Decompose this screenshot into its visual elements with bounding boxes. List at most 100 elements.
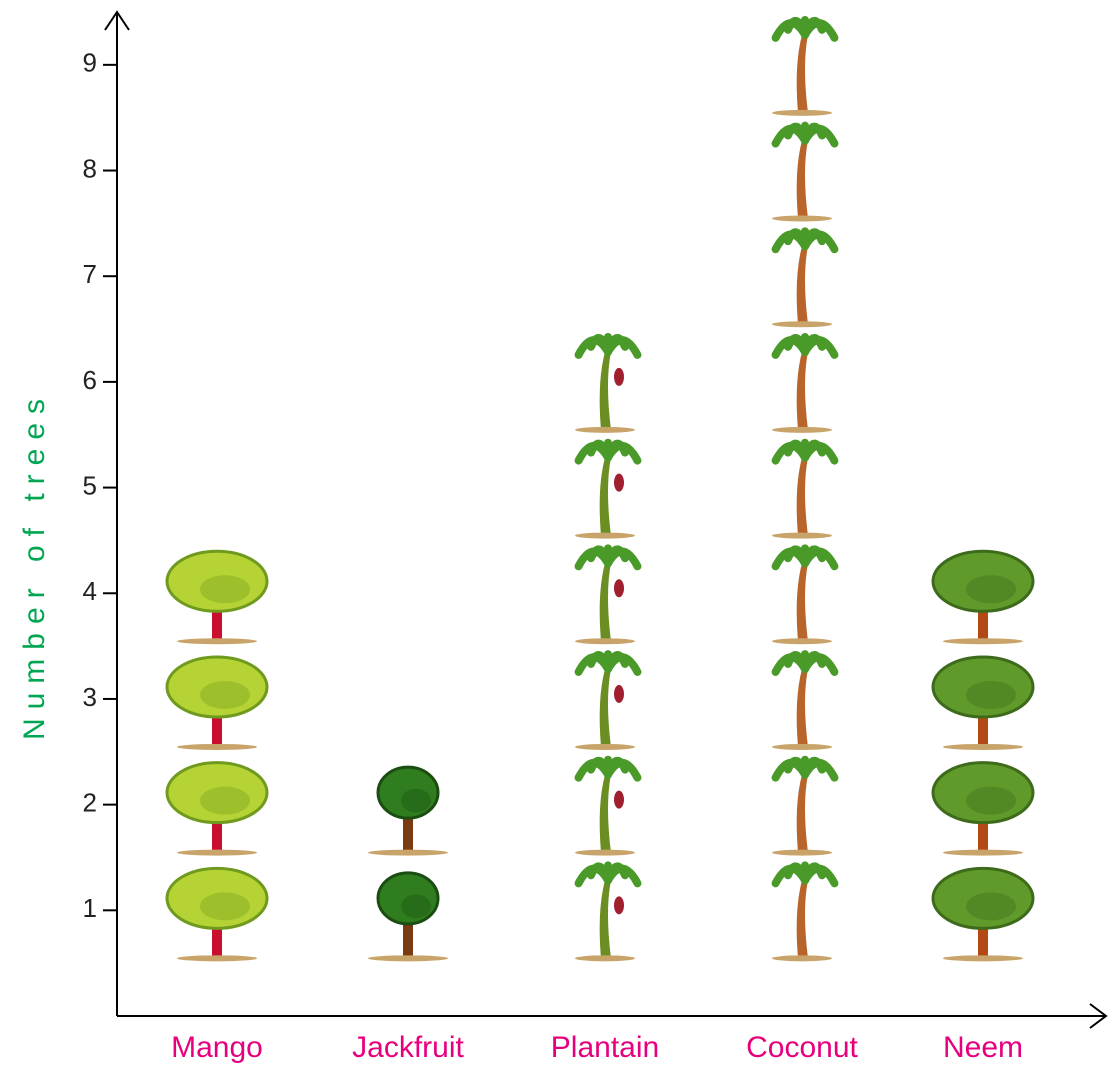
ground xyxy=(177,849,257,856)
canopy-shade xyxy=(200,575,250,604)
ground xyxy=(772,743,832,750)
y-tick-label: 6 xyxy=(83,365,97,395)
ground xyxy=(772,321,832,328)
y-tick-label: 9 xyxy=(83,48,97,78)
canopy xyxy=(376,765,440,820)
tree-icon xyxy=(931,549,1035,645)
x-arrow xyxy=(1089,1003,1108,1029)
canopy-shade xyxy=(401,894,431,919)
ground xyxy=(943,849,1023,856)
tree-icon xyxy=(771,438,839,539)
trunk xyxy=(212,693,222,747)
y-tick-label: 5 xyxy=(83,470,97,500)
tree-icon xyxy=(771,650,839,750)
y-tick-label: 3 xyxy=(83,682,97,712)
fruit xyxy=(614,579,624,598)
tree-icon xyxy=(771,227,839,328)
canopy-shade xyxy=(200,786,250,815)
x-tick-label: Jackfruit tree xyxy=(352,1031,464,1068)
frond xyxy=(801,230,839,254)
trunk xyxy=(212,588,222,642)
frond xyxy=(604,758,642,782)
tree-icon xyxy=(574,333,642,433)
frond xyxy=(604,864,642,888)
tree-icon xyxy=(165,866,269,962)
trunk xyxy=(599,351,611,430)
x-tick-label: Coconut tree xyxy=(746,1031,858,1068)
ground xyxy=(575,426,635,433)
trunk xyxy=(796,34,808,113)
trunk xyxy=(403,905,413,959)
fruit xyxy=(614,367,624,386)
canopy xyxy=(165,655,269,719)
tree-icon xyxy=(368,765,448,856)
tree-icon xyxy=(931,655,1035,750)
tree-icon xyxy=(165,549,269,645)
trunk xyxy=(796,246,808,325)
ground xyxy=(177,743,257,750)
trunk xyxy=(978,588,988,642)
trunk xyxy=(796,351,808,430)
ground xyxy=(772,215,832,222)
y-arrow xyxy=(104,10,130,31)
ground xyxy=(943,638,1023,645)
trunk xyxy=(796,457,808,536)
fruit xyxy=(614,790,624,809)
canopy xyxy=(165,866,269,930)
ground xyxy=(368,955,448,962)
trunk xyxy=(796,668,808,747)
canopy-shade xyxy=(401,788,431,813)
ground xyxy=(575,638,635,645)
trunk xyxy=(978,905,988,959)
trunk xyxy=(796,774,808,853)
frond xyxy=(801,336,839,359)
ground xyxy=(575,849,635,856)
canopy-shade xyxy=(966,680,1016,709)
canopy-shade xyxy=(200,892,250,921)
frond xyxy=(801,864,839,888)
trunk xyxy=(796,880,808,959)
frond xyxy=(801,758,839,782)
ground xyxy=(943,955,1023,962)
icon-column xyxy=(931,549,1035,962)
tree-icon xyxy=(165,761,269,856)
canopy-shade xyxy=(966,892,1016,921)
fruit xyxy=(614,473,624,492)
trunk xyxy=(978,693,988,747)
icon-column xyxy=(771,15,839,962)
ground xyxy=(943,743,1023,750)
tree-icon xyxy=(574,861,642,962)
frond xyxy=(801,19,839,42)
trunk xyxy=(599,563,611,642)
ground xyxy=(575,743,635,750)
tree-icon xyxy=(574,544,642,645)
x-tick-label: Plantain tree xyxy=(550,1031,660,1068)
tree-icon xyxy=(165,655,269,750)
ground xyxy=(575,955,635,962)
ground xyxy=(772,109,832,116)
ground xyxy=(368,849,448,856)
y-tick-label: 1 xyxy=(83,893,97,923)
tree-icon xyxy=(771,333,839,433)
frond xyxy=(801,124,839,148)
frond xyxy=(604,653,642,676)
ground xyxy=(772,849,832,856)
trunk xyxy=(212,905,222,959)
canopy xyxy=(931,866,1035,930)
trunk xyxy=(978,799,988,853)
tree-icon xyxy=(931,761,1035,856)
tree-icon xyxy=(574,650,642,750)
x-tick-label: Neem tree xyxy=(942,1031,1024,1068)
frond xyxy=(604,441,642,465)
ground xyxy=(772,426,832,433)
icon-column xyxy=(368,765,448,962)
canopy-shade xyxy=(966,786,1016,815)
tree-icon xyxy=(368,871,448,962)
canopy xyxy=(165,549,269,613)
fruit xyxy=(614,684,624,703)
ground xyxy=(177,638,257,645)
tree-icon xyxy=(771,544,839,645)
canopy xyxy=(165,761,269,825)
trunk xyxy=(796,563,808,642)
